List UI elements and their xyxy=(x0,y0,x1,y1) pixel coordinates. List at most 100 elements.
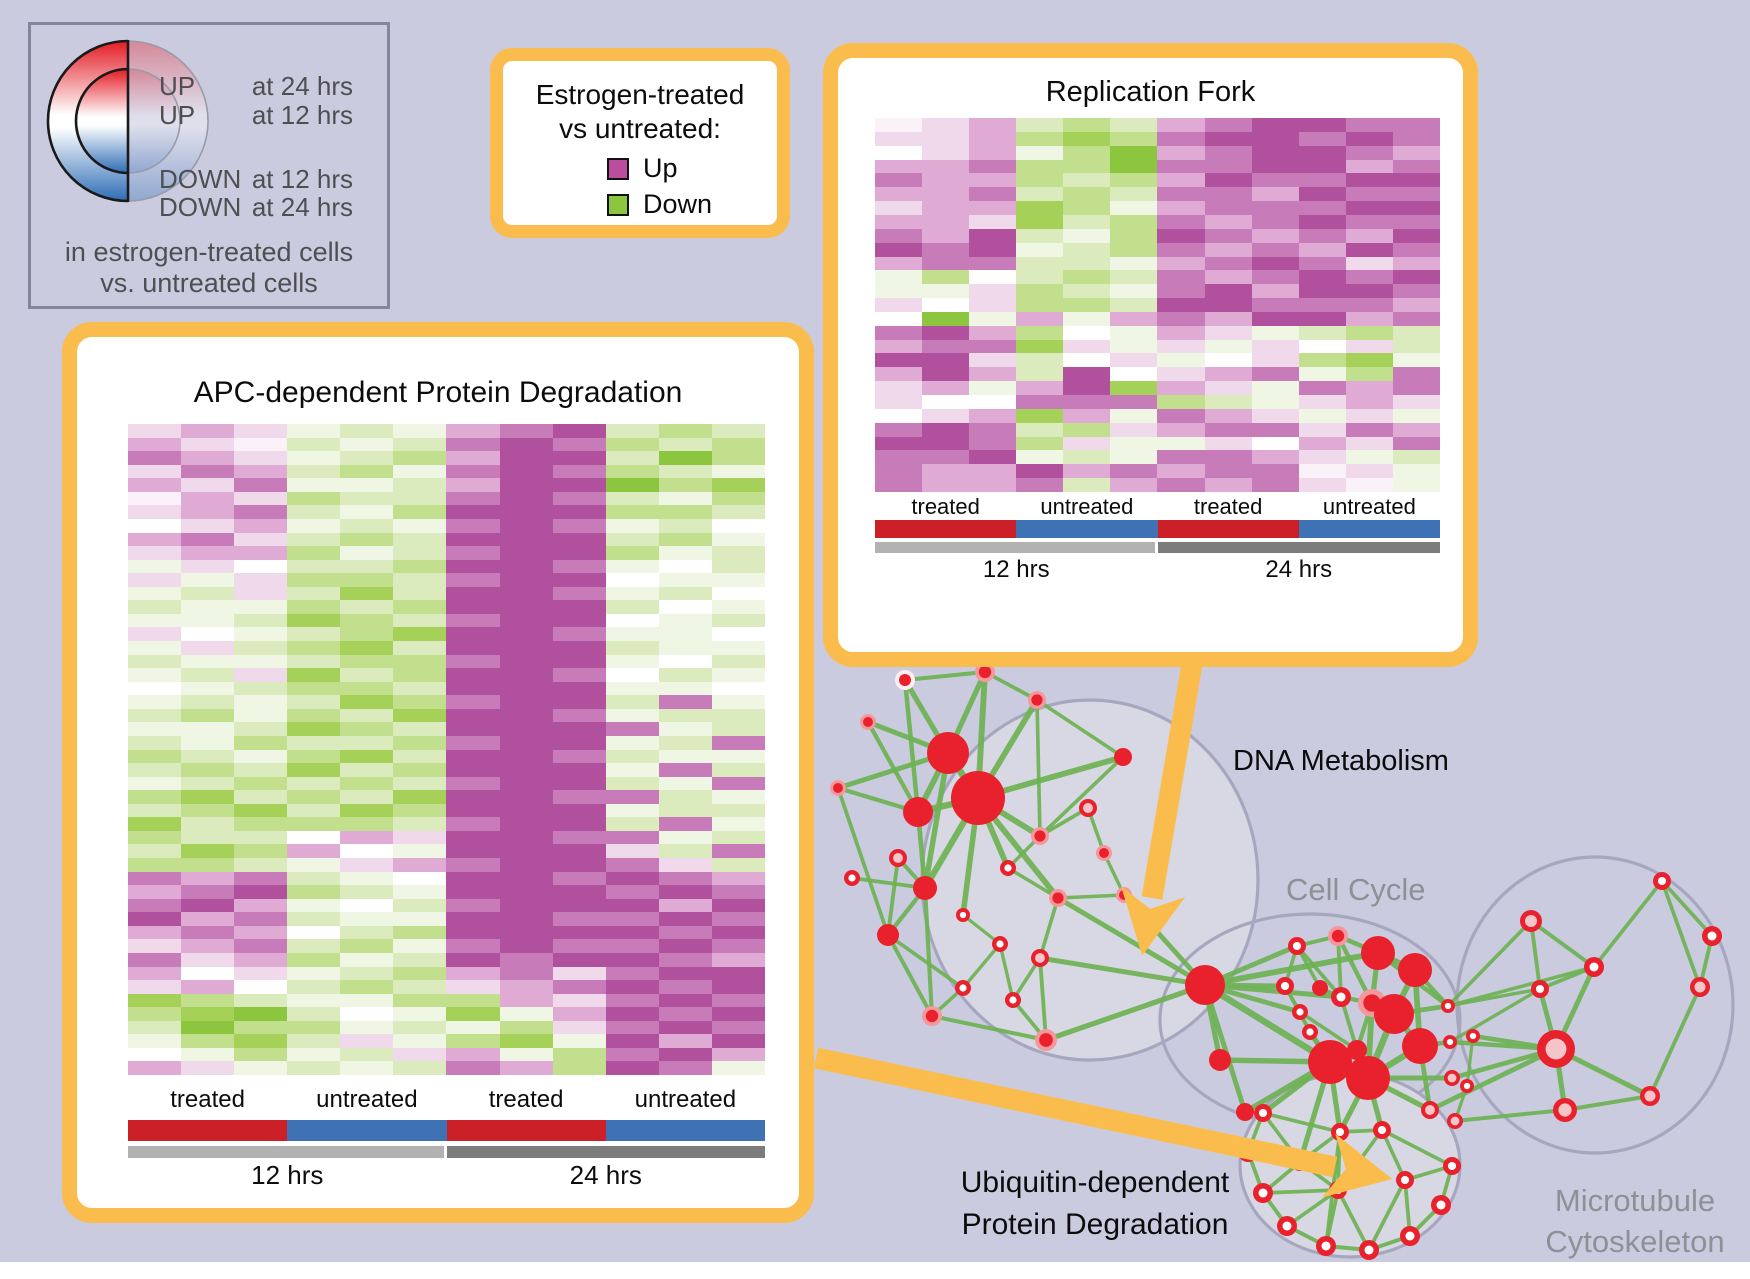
heatmap-cell xyxy=(1345,159,1393,174)
heatmap-cell xyxy=(499,885,553,899)
heatmap-cell xyxy=(711,939,765,953)
heatmap-cell xyxy=(181,478,235,492)
hour-label: 24 hrs xyxy=(1265,556,1333,583)
heatmap-cell xyxy=(499,681,553,696)
down-label: Down xyxy=(643,189,713,219)
heatmap-cell xyxy=(287,763,341,777)
heatmap-cell xyxy=(875,228,923,243)
heatmap-cell xyxy=(969,256,1017,271)
heatmap-cell xyxy=(446,613,500,628)
network-edge xyxy=(1564,1093,1651,1113)
heatmap-cell xyxy=(1392,284,1440,299)
heatmap-cell xyxy=(287,939,341,953)
heatmap-cell xyxy=(605,993,659,1008)
heatmap-cell xyxy=(393,776,447,791)
heatmap-cell xyxy=(234,980,288,994)
heatmap-cell xyxy=(658,722,712,736)
heatmap-cell xyxy=(181,1034,235,1048)
heatmap-cell xyxy=(605,980,659,994)
heatmap-cell xyxy=(446,464,500,479)
heatmap-cell xyxy=(552,749,606,764)
heatmap-cell xyxy=(711,505,765,519)
heatmap-cell xyxy=(1157,325,1205,340)
heatmap-cell xyxy=(711,1020,765,1035)
heatmap-cell xyxy=(658,776,712,791)
heatmap-cell xyxy=(234,573,288,587)
heatmap-cell xyxy=(181,980,235,994)
network-node-ring-core xyxy=(1296,1008,1304,1016)
heatmap-cell xyxy=(711,478,765,492)
heatmap-cell xyxy=(393,1061,447,1075)
heatmap-cell xyxy=(1063,353,1111,368)
heatmap-cell xyxy=(605,546,659,560)
heatmap-cell xyxy=(393,844,447,858)
heatmap-cell xyxy=(128,735,182,750)
heatmap-cell xyxy=(552,464,606,479)
heatmap-cell xyxy=(605,478,659,492)
network-edge xyxy=(931,1014,1047,1042)
heatmap-cell xyxy=(552,939,606,953)
heatmap-cell xyxy=(287,980,341,994)
heatmap-cell xyxy=(605,668,659,682)
heatmap-cell xyxy=(711,641,765,655)
heatmap-cell xyxy=(605,871,659,886)
heatmap-cell xyxy=(1251,436,1299,451)
updown-term: DOWN xyxy=(159,192,242,222)
heatmap-cell xyxy=(1251,270,1299,285)
heatmap-cell xyxy=(711,858,765,872)
heatmap-cell xyxy=(1157,131,1205,146)
heatmap-cell xyxy=(1157,478,1205,492)
heatmap-cell xyxy=(393,424,447,438)
heatmap-cell xyxy=(552,763,606,777)
network-node-ring-core xyxy=(1469,1032,1477,1040)
heatmap-cell xyxy=(969,408,1017,423)
heatmap-cell xyxy=(552,1034,606,1048)
heatmap-cell xyxy=(552,817,606,831)
heatmap-cell xyxy=(1345,450,1393,465)
heatmap-cell xyxy=(711,749,765,764)
heatmap-cell xyxy=(605,844,659,858)
heatmap-cell xyxy=(1063,395,1111,409)
network-node-pinkcore-core xyxy=(1447,1073,1457,1083)
heatmap-cell xyxy=(128,858,182,872)
heatmap-cell xyxy=(234,1020,288,1035)
network-node-ring-core xyxy=(1444,1002,1452,1010)
heatmap-cell xyxy=(711,668,765,682)
heatmap-cell xyxy=(181,437,235,452)
heatmap-cell xyxy=(969,173,1017,188)
heatmap-cell xyxy=(1110,131,1158,146)
heatmap-cell xyxy=(234,695,288,709)
heatmap-cell xyxy=(1392,478,1440,492)
heatmap-cell xyxy=(234,925,288,940)
heatmap-cell xyxy=(922,395,970,409)
apc-panel-title: APC-dependent Protein Degradation xyxy=(193,376,683,409)
heatmap-cell xyxy=(234,830,288,845)
heatmap-cell xyxy=(1345,270,1393,285)
heatmap-cell xyxy=(552,830,606,845)
heatmap-cell xyxy=(181,722,235,736)
hour-label: 12 hrs xyxy=(251,1160,324,1190)
heatmap-cell xyxy=(605,708,659,723)
network-edge xyxy=(1449,987,1541,1044)
heatmap-cell xyxy=(287,952,341,967)
heatmap-cell xyxy=(1157,118,1205,132)
heatmap-cell xyxy=(1063,159,1111,174)
heatmap-cell xyxy=(1345,395,1393,409)
heatmap-cell xyxy=(128,871,182,886)
heatmap-cell xyxy=(340,491,394,506)
network-edge xyxy=(1660,880,1702,988)
heatmap-cell xyxy=(128,627,182,641)
heatmap-cell xyxy=(234,600,288,614)
heatmap-cell xyxy=(1063,478,1111,492)
heatmap-cell xyxy=(658,708,712,723)
heatmap-cell xyxy=(605,817,659,831)
heatmap-cell xyxy=(1110,284,1158,299)
heatmap-cell xyxy=(875,436,923,451)
heatmap-cell xyxy=(446,817,500,831)
heatmap-cell xyxy=(446,1061,500,1075)
heatmap-cell xyxy=(552,871,606,886)
heatmap-cell xyxy=(1298,159,1346,174)
heatmap-cell xyxy=(128,600,182,614)
heatmap-cell xyxy=(1345,311,1393,326)
heatmap-cell xyxy=(287,654,341,669)
